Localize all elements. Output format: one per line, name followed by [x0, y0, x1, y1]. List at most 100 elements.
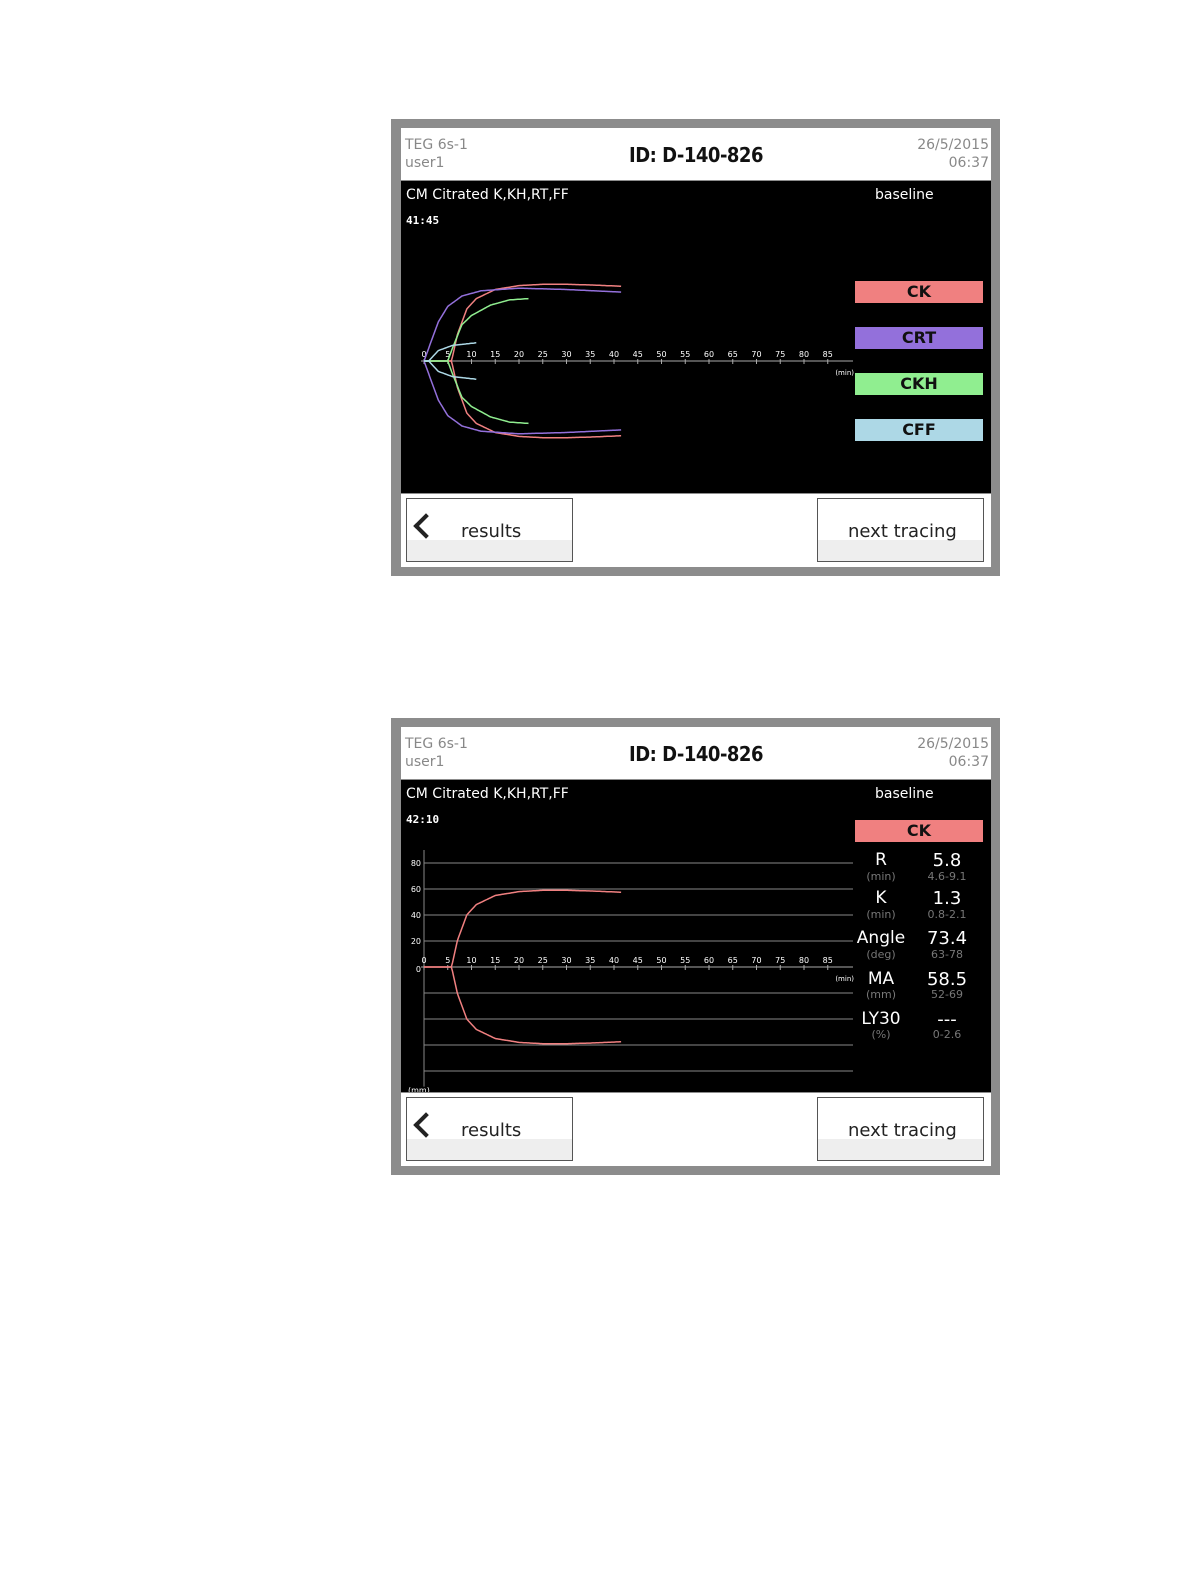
state-label: baseline	[875, 786, 934, 802]
x-tick-label: 0	[421, 956, 426, 965]
time: 06:37	[948, 754, 989, 770]
x-tick-label: 45	[633, 956, 643, 965]
param-unit: (min)	[866, 908, 896, 921]
x-tick-label: 50	[656, 350, 666, 359]
trace-ckh-lower	[424, 360, 529, 425]
x-tick-label: 45	[633, 350, 643, 359]
param-range: 52-69	[931, 988, 963, 1001]
param-value: ---	[937, 1009, 957, 1030]
trace-ck-lower	[424, 360, 622, 439]
param-name: MA	[867, 969, 895, 989]
trace-crt-lower	[423, 360, 622, 435]
results-button[interactable]: results	[406, 1097, 573, 1161]
param-value: 1.3	[932, 888, 962, 909]
legend-ck[interactable]: CK	[855, 281, 983, 303]
param-range: 0.8-2.1	[927, 908, 967, 921]
date: 26/5/2015	[917, 137, 989, 153]
tracing-panel-ck: TEG 6s-1 user1 ID: D-140-826 26/5/2015 06:…	[391, 718, 1000, 1175]
trace-cff-upper	[424, 342, 477, 362]
x-tick-label: 70	[751, 350, 761, 359]
x-tick-label: 5	[445, 350, 450, 359]
button-bar: results next tracing	[401, 1093, 991, 1166]
x-tick-label: 40	[609, 956, 619, 965]
param-value: 73.4	[926, 928, 968, 949]
trace-ck-upper	[424, 889, 622, 968]
test-name: CM Citrated K,KH,RT,FF	[406, 786, 569, 802]
y-tick-label: 0	[416, 965, 421, 974]
tracing-screen: 0 20 40 60 80 (mm) 0 5 10 15 20 25 30 35 40 45 50 55 60 65 7…	[401, 780, 991, 1092]
x-tick-label: 20	[514, 956, 524, 965]
x-tick-label: 80	[799, 350, 809, 359]
tracing-chart: 0 5 10 15 20 25 30 35 40 45 50 55 60 65 70 75 80 85 (min)	[421, 283, 854, 439]
x-axis-label: (min)	[835, 369, 854, 377]
y-axis-label: (mm)	[408, 1086, 430, 1092]
x-tick-label: 10	[466, 350, 476, 359]
user-name: user1	[405, 754, 445, 770]
y-tick-label: 80	[411, 859, 421, 868]
x-tick-label: 30	[561, 350, 571, 359]
trace-ck-lower	[424, 966, 622, 1045]
x-tick-label: 65	[728, 956, 738, 965]
x-tick-label: 20	[514, 350, 524, 359]
state-label: baseline	[875, 187, 934, 203]
tracing-panel-all: TEG 6s-1 user1 ID: D-140-826 26/5/2015 06:…	[391, 119, 1000, 576]
param-name: LY30	[861, 1009, 901, 1029]
header: TEG 6s-1 user1 ID: D-140-826 26/5/2015 06:…	[401, 727, 991, 779]
elapsed-time: 41:45	[406, 214, 440, 227]
x-tick-label: 40	[609, 350, 619, 359]
param-name: Angle	[856, 928, 906, 948]
datetime: 26/5/2015 06:37	[917, 136, 989, 172]
x-tick-label: 65	[728, 350, 738, 359]
x-tick-label: 35	[585, 350, 595, 359]
param-value: 58.5	[926, 969, 968, 990]
next-tracing-button[interactable]: next tracing	[817, 498, 984, 562]
tracing-screen: 0 5 10 15 20 25 30 35 40 45 50 55 60 65 70 75 80 85 (min) …	[401, 181, 991, 493]
x-tick-label: 70	[751, 956, 761, 965]
results-button[interactable]: results	[406, 498, 573, 562]
x-tick-label: 50	[656, 956, 666, 965]
x-tick-label: 15	[490, 956, 500, 965]
trace-crt-upper	[423, 287, 622, 362]
button-bar: results next tracing	[401, 494, 991, 567]
device-info: TEG 6s-1 user1	[405, 735, 468, 771]
param-value: 5.8	[932, 850, 962, 871]
x-tick-label: 30	[561, 956, 571, 965]
x-tick-label: 75	[775, 956, 785, 965]
chevron-left-icon	[413, 1112, 439, 1138]
x-tick-label: 55	[680, 350, 690, 359]
device-name: TEG 6s-1	[405, 137, 468, 153]
x-axis-label: (min)	[835, 975, 854, 983]
param-unit: (mm)	[865, 988, 896, 1001]
x-tick-label: 35	[585, 956, 595, 965]
y-tick-label: 60	[411, 885, 421, 894]
next-tracing-label: next tracing	[848, 521, 957, 542]
trace-cff-lower	[424, 360, 477, 380]
param-unit: (deg)	[866, 948, 896, 961]
chevron-left-icon	[413, 513, 439, 539]
x-tick-label: 55	[680, 956, 690, 965]
x-tick-label: 75	[775, 350, 785, 359]
param-name: K	[875, 888, 887, 908]
results-label: results	[461, 1120, 522, 1141]
x-tick-label: 60	[704, 350, 714, 359]
x-tick-label: 10	[466, 956, 476, 965]
x-tick-label: 85	[823, 350, 833, 359]
patient-id: ID: D-140-826	[629, 143, 763, 167]
time: 06:37	[948, 155, 989, 171]
x-tick-label: 15	[490, 350, 500, 359]
param-unit: (%)	[871, 1028, 891, 1041]
x-tick-label: 25	[538, 956, 548, 965]
legend-ckh[interactable]: CKH	[855, 373, 983, 395]
selected-trace-ck[interactable]: CK	[855, 820, 983, 842]
x-tick-label: 5	[445, 956, 450, 965]
legend-cff[interactable]: CFF	[855, 419, 983, 441]
x-tick-label: 80	[799, 956, 809, 965]
device-info: TEG 6s-1 user1	[405, 136, 468, 172]
tracing-chart: 0 20 40 60 80 (mm) 0 5 10 15 20 25 30 35 40 45 50 55 60 65 7…	[408, 850, 854, 1092]
next-tracing-button[interactable]: next tracing	[817, 1097, 984, 1161]
param-unit: (min)	[866, 870, 896, 883]
legend-crt[interactable]: CRT	[855, 327, 983, 349]
x-tick-label: 25	[538, 350, 548, 359]
header: TEG 6s-1 user1 ID: D-140-826 26/5/2015 06:…	[401, 128, 991, 180]
param-range: 4.6-9.1	[927, 870, 967, 883]
